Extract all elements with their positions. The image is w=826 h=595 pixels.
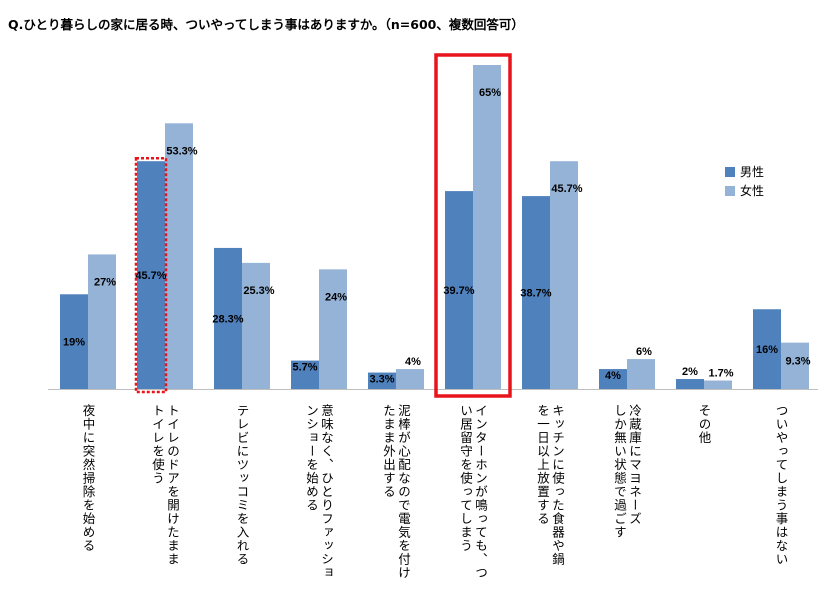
- bar-male-3: [291, 360, 319, 389]
- data-label-male-3: 5.7%: [292, 362, 317, 374]
- legend-item-female: 女性: [725, 181, 764, 200]
- highlight-box-dotted: [134, 156, 168, 394]
- bar-female-6: [550, 161, 578, 389]
- bar-male-4: [368, 372, 396, 389]
- bar-female-7: [627, 359, 655, 389]
- question-title: Q.ひとり暮らしの家に居る時、ついやってしまう事はありますか。（n=600、複数…: [8, 17, 524, 32]
- data-label-male-8: 2%: [682, 366, 698, 378]
- bar-female-1: [165, 123, 193, 389]
- data-label-female-0: 27%: [94, 276, 116, 288]
- category-label-4: 泥棒が心配なので電気を付け たまま外出する: [381, 404, 411, 580]
- data-label-female-5: 65%: [479, 87, 501, 99]
- legend-label-female: 女性: [740, 184, 765, 198]
- category-label-7: 冷蔵庫にマヨネーズ しか無い状態で過ごす: [612, 404, 642, 539]
- bar-male-0: [60, 294, 88, 389]
- bar-female-2: [242, 262, 270, 389]
- data-label-male-4: 3.3%: [369, 374, 394, 386]
- data-label-male-2: 28.3%: [212, 313, 243, 325]
- data-label-female-8: 1.7%: [708, 368, 733, 380]
- category-label-1: トイレのドアを開けたまま トイレを使う: [150, 404, 180, 566]
- legend-item-male: 男性: [725, 162, 764, 181]
- chart-legend: 男性 女性: [725, 162, 764, 200]
- data-label-female-4: 4%: [405, 356, 421, 368]
- bar-female-4: [396, 369, 424, 389]
- data-label-female-7: 6%: [636, 346, 652, 358]
- highlight-box-solid: [434, 53, 512, 398]
- data-label-male-1: 45.7%: [135, 270, 166, 282]
- category-label-3: 意味なく、ひとりファッショ ンショーを始める: [304, 404, 334, 580]
- bar-male-8: [676, 379, 704, 389]
- category-label-5: インターホンが鳴っても、つ い居留守を使ってしまう: [458, 404, 488, 580]
- data-label-male-5: 39.7%: [443, 285, 474, 297]
- bar-female-0: [88, 254, 116, 389]
- category-label-6: キッチンに使った食器や鍋 を一日以上放置する: [535, 404, 565, 566]
- bar-male-1: [137, 161, 165, 389]
- bar-male-7: [599, 369, 627, 389]
- data-label-male-7: 4%: [605, 370, 621, 382]
- bar-female-5: [473, 64, 501, 389]
- legend-label-male: 男性: [740, 165, 765, 179]
- data-label-female-2: 25.3%: [243, 285, 274, 297]
- bar-male-6: [522, 196, 550, 389]
- bar-female-9: [781, 342, 809, 389]
- category-label-9: ついやってしまう事はない: [773, 404, 789, 566]
- data-label-female-6: 45.7%: [551, 183, 582, 195]
- bar-female-8: [704, 380, 732, 389]
- bar-male-5: [445, 191, 473, 389]
- bar-male-2: [214, 247, 242, 389]
- data-label-female-3: 24%: [325, 291, 347, 303]
- data-label-female-1: 53.3%: [166, 145, 197, 157]
- data-label-female-9: 9.3%: [785, 355, 810, 367]
- category-label-0: 夜中に突然掃除を始める: [80, 404, 96, 553]
- bar-female-3: [319, 269, 347, 389]
- category-label-2: テレビにツッコミを入れる: [234, 404, 250, 566]
- legend-swatch-male: [725, 166, 735, 177]
- bar-male-9: [753, 309, 781, 389]
- category-label-8: その他: [696, 404, 712, 445]
- data-label-male-9: 16%: [756, 344, 778, 356]
- legend-swatch-female: [725, 185, 735, 196]
- data-label-male-0: 19%: [63, 337, 85, 349]
- data-label-male-6: 38.7%: [520, 288, 551, 300]
